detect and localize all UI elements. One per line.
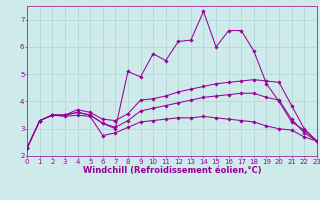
X-axis label: Windchill (Refroidissement éolien,°C): Windchill (Refroidissement éolien,°C) bbox=[83, 166, 261, 175]
